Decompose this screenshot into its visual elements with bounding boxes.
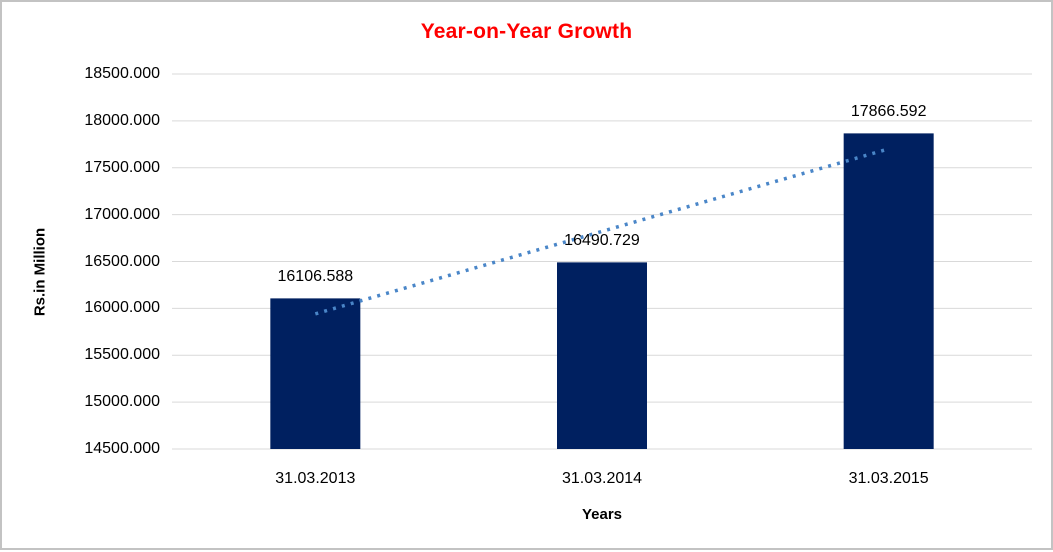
y-tick-label: 14500.000 (84, 440, 160, 457)
y-tick-label: 16000.000 (84, 299, 160, 317)
bar-data-label: 16106.588 (277, 268, 354, 286)
x-axis-title: Years (581, 506, 623, 523)
y-tick-label: 15500.000 (84, 346, 160, 364)
x-tick-label: 31.03.2013 (275, 470, 356, 487)
y-tick-label: 16500.000 (84, 252, 160, 270)
bar (270, 298, 361, 449)
trendline (314, 147, 890, 316)
bar-data-label: 16490.729 (564, 232, 640, 250)
x-tick-label: 31.03.2014 (561, 470, 643, 487)
y-tick-label: 17000.000 (84, 205, 160, 223)
y-tick-label: 18500.000 (84, 65, 160, 82)
bar-data-label: 17866.592 (850, 103, 927, 121)
y-tick-label: 17500.000 (84, 158, 160, 176)
chart-title: Year-on-Year Growth (420, 20, 633, 43)
bar (557, 262, 647, 449)
y-tick-label: 15000.000 (84, 393, 160, 411)
x-tick-label: 31.03.2015 (848, 470, 929, 487)
y-tick-label: 18000.000 (84, 111, 160, 129)
bar (843, 133, 934, 449)
